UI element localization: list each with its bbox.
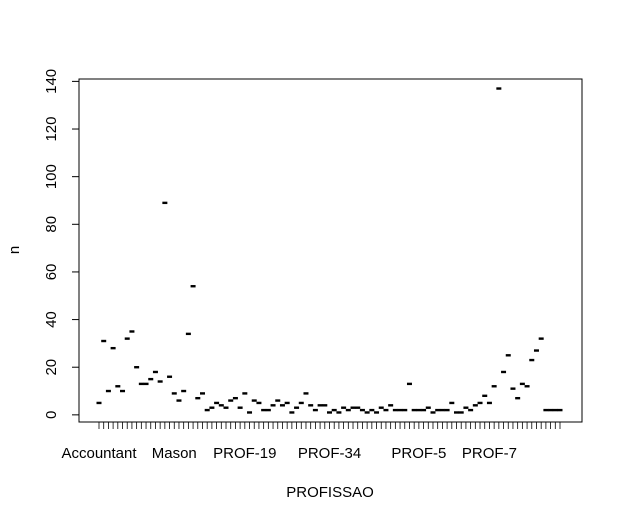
x-tick-label: PROF-34: [298, 445, 361, 462]
y-tick-label: 140: [43, 69, 60, 94]
y-tick-label: 20: [43, 359, 60, 376]
y-axis-title: n: [6, 246, 23, 254]
x-tick-label: Accountant: [61, 445, 137, 462]
data-points: [96, 87, 563, 414]
plot-frame: [78, 78, 583, 423]
y-tick-label: 120: [43, 117, 60, 142]
y-axis: 0 20 40 60 80 100 120 140: [43, 69, 80, 419]
y-tick-label: 0: [43, 411, 60, 419]
y-tick-label: 60: [43, 264, 60, 281]
y-tick-label: 100: [43, 164, 60, 189]
y-tick-label: 80: [43, 216, 60, 233]
x-axis: Accountant Mason PROF-19 PROF-34 PROF-5 PROF-…: [61, 421, 561, 462]
x-tick-label: PROF-7: [462, 445, 517, 462]
y-tick-label: 40: [43, 311, 60, 328]
x-axis-title: PROFISSAO: [286, 484, 374, 501]
x-tick-label: PROF-5: [391, 445, 446, 462]
x-tick-label: Mason: [152, 445, 197, 462]
x-tick-label: PROF-19: [213, 445, 276, 462]
